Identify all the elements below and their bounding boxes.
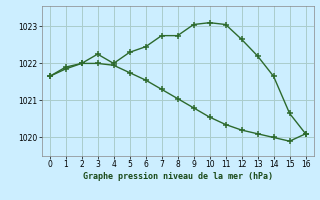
X-axis label: Graphe pression niveau de la mer (hPa): Graphe pression niveau de la mer (hPa) — [83, 172, 273, 181]
